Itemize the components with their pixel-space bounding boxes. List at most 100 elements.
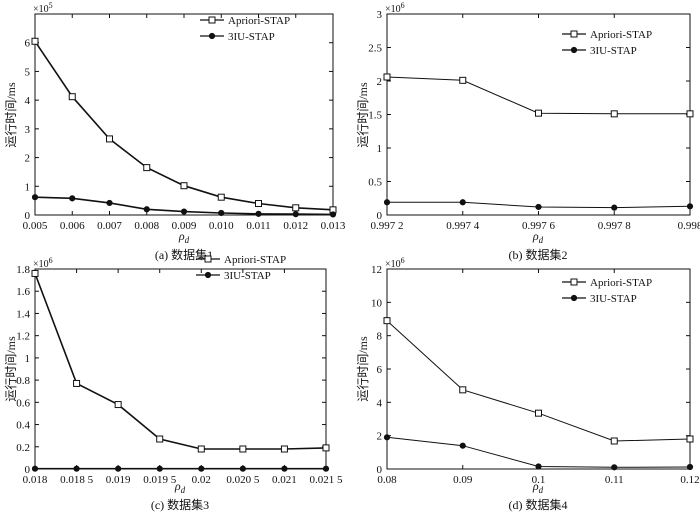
x-tick-label: 0.010: [209, 220, 234, 232]
data-point-3iu-stap: [31, 465, 39, 472]
y-tick-label: 2: [25, 153, 31, 165]
y-exponent-power: 6: [49, 256, 53, 265]
y-tick-label: 12: [371, 264, 382, 276]
data-point-3iu-stap: [686, 203, 694, 210]
x-tick-label: 0.08: [377, 474, 397, 486]
y-tick-label: 1.4: [16, 308, 30, 320]
legend-label: Apriori-STAP: [224, 254, 286, 266]
data-point-3iu-stap: [535, 463, 542, 470]
data-point-apriori-stap: [180, 182, 188, 190]
data-point-3iu-stap: [69, 195, 76, 202]
x-axis-label: ρd: [532, 229, 544, 245]
y-tick-label: 2.5: [368, 43, 382, 55]
y-tick-label: 3: [25, 124, 31, 136]
x-tick-label: 0.021: [272, 474, 297, 486]
data-point-apriori-stap: [31, 37, 39, 45]
subplot-caption: (c) 数据集3: [151, 497, 209, 512]
x-tick-label: 0.011: [246, 220, 270, 232]
legend-marker: [204, 271, 212, 279]
legend: Apriori-STAP 3IU-STAP: [562, 29, 652, 57]
legend-label: 3IU-STAP: [228, 31, 275, 43]
data-point-3iu-stap: [459, 199, 466, 206]
y-tick-label: 0.4: [16, 420, 30, 432]
data-point-apriori-stap: [114, 401, 122, 409]
data-point-apriori-stap: [292, 204, 300, 212]
x-tick-label: 0.997 2: [371, 220, 404, 232]
y-exponent-power: 5: [49, 1, 53, 10]
legend-marker: [570, 294, 578, 302]
x-tick-label: 0.997 8: [598, 220, 632, 232]
subplot-caption: (b) 数据集2: [509, 247, 568, 262]
series-line-apriori-stap: [386, 320, 691, 442]
data-point-apriori-stap: [322, 444, 330, 452]
legend: Apriori-STAP 3IU-STAP: [196, 254, 286, 282]
x-tick-label: 0.997 6: [522, 220, 556, 232]
plot-frame: [386, 268, 691, 470]
x-tick-label: 0.997 4: [446, 220, 480, 232]
series-line-3iu-stap: [386, 436, 691, 468]
x-tick-label: 0.005: [23, 220, 48, 232]
data-point-apriori-stap: [383, 317, 391, 325]
subplot-caption: (a) 数据集1: [155, 247, 213, 262]
data-point-apriori-stap: [686, 110, 694, 118]
data-point-3iu-stap: [198, 465, 205, 472]
data-point-apriori-stap: [68, 93, 76, 101]
x-tick-label: 0.09: [453, 474, 473, 486]
y-axis-label: 运行时间/ms: [356, 336, 370, 402]
y-tick-label: 6: [377, 364, 383, 376]
y-tick-label: 4: [377, 397, 383, 409]
x-axis-label-subscript: d: [539, 485, 544, 495]
data-point-apriori-stap: [459, 76, 467, 84]
data-point-3iu-stap: [329, 211, 337, 218]
x-axis-label: ρd: [178, 229, 190, 245]
legend-label: 3IU-STAP: [590, 293, 637, 305]
x-axis-label-subscript: d: [185, 235, 190, 245]
y-tick-label: 1.2: [16, 331, 30, 343]
data-point-3iu-stap: [239, 465, 246, 472]
data-point-apriori-stap: [383, 73, 391, 81]
y-tick-label: 0.2: [16, 442, 30, 454]
legend-marker: [570, 46, 578, 54]
data-point-apriori-stap: [610, 437, 618, 445]
series-line-apriori-stap: [386, 76, 690, 115]
subplot-caption: (d) 数据集4: [509, 497, 568, 512]
y-exponent-power: 6: [401, 1, 405, 10]
data-point-3iu-stap: [180, 208, 188, 215]
x-tick-label: 0.998: [678, 220, 700, 232]
data-point-3iu-stap: [459, 442, 466, 449]
y-tick-label: 0.8: [16, 375, 30, 387]
y-exponent-power: 6: [401, 256, 405, 265]
y-tick-label: 1.5: [368, 110, 382, 122]
x-tick-label: 0.013: [321, 220, 346, 232]
data-point-3iu-stap: [143, 206, 150, 213]
x-tick-label: 0.018: [23, 474, 48, 486]
y-tick-label: 0: [25, 210, 31, 222]
series-line-apriori-stap: [34, 273, 327, 450]
y-tick-label: 1: [25, 181, 31, 193]
data-point-3iu-stap: [218, 209, 225, 217]
data-point-apriori-stap: [31, 269, 39, 277]
data-point-3iu-stap: [383, 434, 391, 441]
y-tick-label: 4: [25, 95, 31, 107]
data-point-3iu-stap: [611, 464, 618, 471]
x-tick-label: 0.019 5: [143, 474, 177, 486]
y-tick-label: 1: [377, 143, 383, 155]
x-tick-label: 0.11: [605, 474, 624, 486]
subplot-2: 0.997 2 0.997 4 0.997 6 0.997 8 0.998 0 0.5 1 1.…: [356, 1, 700, 262]
data-point-apriori-stap: [73, 379, 81, 387]
y-tick-label: 2: [377, 431, 383, 443]
legend-marker: [208, 16, 216, 24]
data-point-apriori-stap: [106, 135, 113, 143]
data-point-apriori-stap: [686, 435, 694, 443]
data-point-apriori-stap: [535, 109, 542, 117]
data-point-3iu-stap: [255, 210, 262, 217]
legend: Apriori-STAP 3IU-STAP: [562, 277, 652, 305]
data-point-apriori-stap: [143, 164, 151, 172]
legend-label: Apriori-STAP: [590, 277, 652, 289]
legend-marker: [570, 30, 578, 38]
y-tick-label: 1.6: [16, 286, 30, 298]
y-tick-label: 1.8: [16, 264, 30, 276]
x-tick-label: 0.012: [283, 220, 308, 232]
data-point-apriori-stap: [535, 409, 542, 417]
